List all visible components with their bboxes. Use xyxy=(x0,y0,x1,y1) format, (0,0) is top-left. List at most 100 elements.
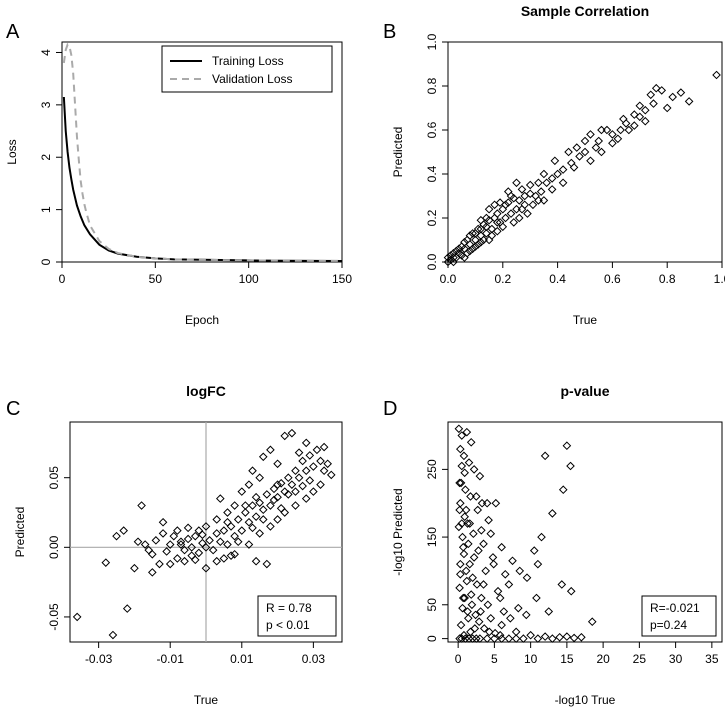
data-point xyxy=(500,570,510,579)
y-tick-label: 0.4 xyxy=(425,165,439,182)
data-point xyxy=(499,607,509,616)
data-point xyxy=(534,196,543,205)
data-point xyxy=(462,576,472,586)
data-point xyxy=(501,213,510,223)
data-point xyxy=(323,459,332,469)
y-axis-label: Predicted xyxy=(391,127,405,178)
data-point xyxy=(248,523,257,533)
data-point xyxy=(486,614,496,623)
data-point xyxy=(479,539,488,549)
data-point xyxy=(522,573,532,582)
data-point xyxy=(309,487,318,496)
data-point xyxy=(460,593,469,603)
y-tick-label: 2 xyxy=(39,154,53,161)
panel-letter: B xyxy=(383,21,396,43)
data-point xyxy=(457,519,467,528)
data-point xyxy=(514,603,523,613)
x-tick-label: 35 xyxy=(705,652,719,666)
data-point xyxy=(280,487,290,496)
data-point xyxy=(562,441,572,450)
data-point xyxy=(569,163,579,172)
x-axis-label: True xyxy=(573,313,598,327)
data-point xyxy=(244,517,254,527)
data-point xyxy=(461,566,471,576)
data-point xyxy=(520,191,530,201)
data-point xyxy=(594,136,604,146)
data-point xyxy=(461,505,471,515)
chart-title: logFC xyxy=(186,383,226,399)
data-point xyxy=(484,235,494,245)
data-point xyxy=(148,549,157,559)
data-point xyxy=(255,498,264,508)
data-point xyxy=(456,498,465,508)
annotation-text: p=0.24 xyxy=(650,618,687,632)
data-point xyxy=(533,559,543,569)
data-point xyxy=(564,147,573,157)
data-point xyxy=(301,438,311,448)
data-point xyxy=(212,515,222,524)
data-point xyxy=(495,630,505,640)
data-point xyxy=(276,504,286,513)
data-point xyxy=(491,498,501,508)
data-point xyxy=(269,495,279,505)
data-point xyxy=(539,169,549,179)
data-point xyxy=(477,526,486,535)
data-point xyxy=(248,501,257,510)
data-point xyxy=(457,634,467,643)
x-tick-label: 0.6 xyxy=(604,272,621,286)
data-point xyxy=(484,515,493,525)
data-point xyxy=(248,466,257,476)
data-point xyxy=(291,466,300,476)
data-point xyxy=(266,501,275,510)
data-point xyxy=(528,200,538,210)
legend-entry: Validation Loss xyxy=(212,72,293,86)
data-point xyxy=(547,174,557,183)
data-point xyxy=(566,586,576,596)
x-axis-label: -log10 True xyxy=(555,693,616,707)
data-point xyxy=(190,555,200,565)
data-point xyxy=(536,187,546,196)
data-point xyxy=(547,185,557,194)
x-tick-label: 5 xyxy=(491,652,498,666)
scatter-points xyxy=(443,70,721,267)
data-point xyxy=(470,624,480,633)
y-axis-label: -log10 Predicted xyxy=(391,488,405,575)
y-axis-label: Loss xyxy=(5,139,19,164)
data-point xyxy=(226,522,236,531)
data-point xyxy=(169,531,179,541)
annotation-box xyxy=(641,595,717,637)
data-point xyxy=(251,492,261,502)
data-point xyxy=(112,531,121,541)
data-point xyxy=(540,632,550,641)
plot-frame xyxy=(447,41,723,263)
y-tick-label: 0.2 xyxy=(425,209,439,226)
y-tick-label: 0.0 xyxy=(425,253,439,270)
data-point xyxy=(624,125,634,135)
data-point xyxy=(482,229,491,238)
data-point xyxy=(613,134,623,144)
data-point xyxy=(273,459,282,469)
data-point xyxy=(255,473,264,483)
data-point xyxy=(533,634,543,643)
data-point xyxy=(454,244,464,254)
data-point xyxy=(471,634,481,643)
data-point xyxy=(509,193,519,203)
data-point xyxy=(476,607,485,616)
data-point xyxy=(580,136,590,146)
data-point xyxy=(155,559,164,569)
data-point xyxy=(326,470,336,480)
data-point xyxy=(542,178,551,188)
data-point xyxy=(463,519,472,528)
y-tick-label: 3 xyxy=(39,101,53,108)
data-point xyxy=(497,542,506,552)
data-point xyxy=(119,526,128,535)
data-point xyxy=(662,103,672,113)
x-tick-label: 25 xyxy=(633,652,647,666)
axes: 0 50 100 150 0 1 2 3 4 Epoch Loss A xyxy=(5,21,352,327)
data-point xyxy=(133,537,143,547)
data-point xyxy=(201,563,211,573)
y-tick-label: 0 xyxy=(39,258,53,265)
annotation-text: R=-0.021 xyxy=(650,601,700,615)
data-point xyxy=(475,634,485,643)
data-point xyxy=(511,634,521,643)
